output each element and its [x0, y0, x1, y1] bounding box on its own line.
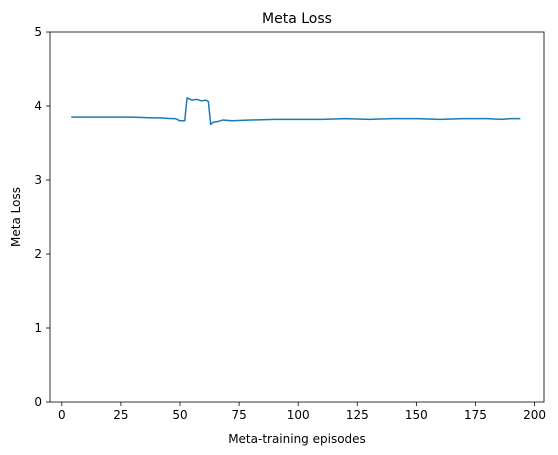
y-axis-label: Meta Loss	[9, 187, 23, 247]
x-tick-label: 200	[523, 408, 546, 422]
axes-frame	[49, 31, 545, 403]
y-tick-label: 2	[34, 247, 42, 261]
x-axis-label: Meta-training episodes	[228, 432, 366, 446]
x-tick-label: 50	[172, 408, 187, 422]
x-tick-label: 175	[464, 408, 487, 422]
plot-area: 0 25 50 75 100 125 150 175 200 0 1 2 3 4 5	[34, 25, 546, 422]
x-tick-label: 25	[113, 408, 128, 422]
y-tick-label: 4	[34, 99, 42, 113]
x-tick-label: 125	[346, 408, 369, 422]
x-tick-label: 75	[231, 408, 246, 422]
y-tick-label: 1	[34, 321, 42, 335]
y-tick-label: 5	[34, 25, 42, 39]
chart-title: Meta Loss	[262, 11, 332, 27]
x-tick-label: 150	[405, 408, 428, 422]
series-line-0	[71, 97, 521, 126]
y-tick-label: 0	[34, 395, 42, 409]
x-tick-label: 100	[287, 408, 310, 422]
y-tick-label: 3	[34, 173, 42, 187]
x-tick-label: 0	[58, 408, 66, 422]
